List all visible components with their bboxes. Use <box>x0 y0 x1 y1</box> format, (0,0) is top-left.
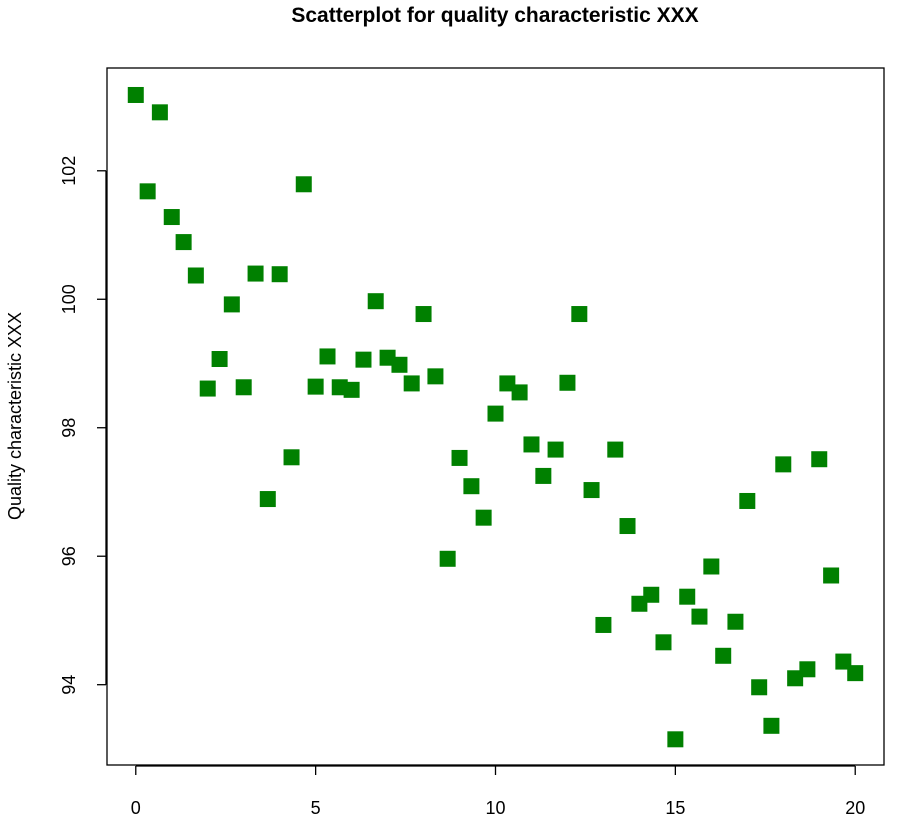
data-point <box>595 616 612 633</box>
data-point <box>583 482 600 499</box>
y-axis: 94 96 98 100 102 <box>59 156 107 695</box>
data-point <box>247 265 264 282</box>
data-point <box>307 378 324 395</box>
data-point <box>355 351 372 368</box>
data-point <box>475 509 492 526</box>
data-point <box>799 661 816 678</box>
y-tick-label: 94 <box>59 675 79 695</box>
y-tick-label: 102 <box>59 156 79 186</box>
data-point <box>715 647 732 664</box>
y-tick-label: 96 <box>59 546 79 566</box>
data-point <box>763 717 780 734</box>
data-point <box>535 467 552 484</box>
x-tick-label: 15 <box>665 798 685 818</box>
data-point <box>199 380 216 397</box>
data-point <box>523 436 540 453</box>
data-point <box>211 351 228 368</box>
data-point <box>703 558 720 575</box>
data-point <box>415 306 432 323</box>
data-point <box>667 731 684 748</box>
x-tick-label: 10 <box>485 798 505 818</box>
data-point <box>295 176 312 193</box>
data-point <box>259 491 276 508</box>
data-point <box>511 384 528 401</box>
data-point <box>823 567 840 584</box>
chart-title: Scatterplot for quality characteristic X… <box>291 4 698 27</box>
data-point <box>643 586 660 603</box>
data-point <box>787 670 804 687</box>
y-tick-label: 100 <box>59 284 79 314</box>
data-point <box>319 348 336 365</box>
data-point <box>151 104 168 121</box>
data-point <box>619 518 636 535</box>
data-point <box>775 456 792 473</box>
data-point <box>679 588 696 605</box>
data-point <box>343 381 360 398</box>
data-point <box>571 306 588 323</box>
data-point <box>847 665 864 682</box>
data-point <box>223 296 240 313</box>
data-point <box>127 86 144 103</box>
data-point <box>499 375 516 392</box>
data-point <box>487 405 504 422</box>
data-point <box>547 441 564 458</box>
data-point <box>655 634 672 651</box>
data-point <box>751 679 768 696</box>
data-point <box>139 183 156 200</box>
x-tick-label: 0 <box>131 798 141 818</box>
y-axis-label: Quality characteristic XXX <box>5 312 25 520</box>
plot-frame <box>106 67 885 766</box>
x-axis: 0 5 10 15 20 <box>131 765 865 818</box>
data-point <box>559 374 576 391</box>
data-point <box>427 368 444 385</box>
data-point <box>187 267 204 284</box>
data-point <box>271 266 288 283</box>
data-point <box>727 613 744 630</box>
data-point <box>811 451 828 468</box>
data-points <box>127 86 864 748</box>
data-point <box>235 379 252 396</box>
data-point <box>175 234 192 251</box>
data-point <box>691 608 708 625</box>
data-point <box>463 478 480 495</box>
data-point <box>439 550 456 567</box>
data-point <box>163 209 180 226</box>
data-point <box>451 449 468 466</box>
x-tick-label: 5 <box>311 798 321 818</box>
data-point <box>283 449 300 466</box>
data-point <box>391 356 408 373</box>
y-tick-label: 98 <box>59 418 79 438</box>
x-tick-label: 20 <box>845 798 865 818</box>
data-point <box>607 441 624 458</box>
data-point <box>367 293 384 310</box>
data-point <box>739 492 756 509</box>
data-point <box>403 375 420 392</box>
